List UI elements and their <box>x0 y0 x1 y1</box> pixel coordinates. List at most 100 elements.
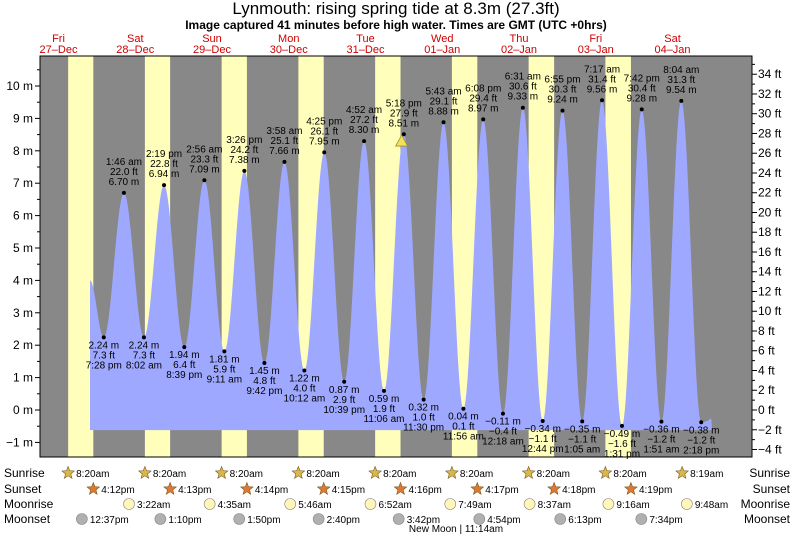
extreme-dot <box>699 420 704 425</box>
left-tick-label: −1 m <box>6 435 33 449</box>
extreme-dot <box>441 120 446 125</box>
left-tick-label: 9 m <box>13 111 33 125</box>
high-m-label: 7.95 m <box>309 136 340 147</box>
day-label-date: 29–Dec <box>193 44 231 56</box>
high-time-label: 2:19 pm <box>146 149 182 160</box>
sunrise-icon <box>137 465 152 479</box>
moonrise-icon <box>203 498 216 510</box>
extreme-dot <box>560 108 565 113</box>
moonset-icon <box>154 513 167 525</box>
sunrise-icon <box>598 465 613 479</box>
extreme-dot <box>639 107 644 112</box>
chart-subtitle: Image captured 41 minutes before high wa… <box>185 18 607 32</box>
day-label-date: 31–Dec <box>347 44 385 56</box>
extreme-dot <box>282 159 287 164</box>
moonset-icon <box>473 513 486 525</box>
extreme-dot <box>520 105 525 110</box>
day-label-date: 28–Dec <box>116 44 154 56</box>
sunrise-row-label-left: Sunrise <box>4 466 45 480</box>
high-m-label: 6.94 m <box>149 169 180 180</box>
high-m-label: 9.24 m <box>547 95 578 106</box>
day-label-dow: Mon <box>278 33 299 45</box>
high-time-label: 4:25 pm <box>306 116 342 127</box>
moonset-time: 2:40pm <box>327 515 360 526</box>
right-tick-label: 34 ft <box>758 67 782 81</box>
low-time-label: 12:18 am <box>482 437 524 448</box>
low-m-label: −0.34 m <box>524 424 560 435</box>
extreme-dot <box>381 388 386 393</box>
sunrise-time: 8:20am <box>537 469 570 480</box>
high-time-label: 6:55 pm <box>544 75 580 86</box>
left-tick-label: 8 m <box>13 144 33 158</box>
left-tick-label: 0 m <box>13 403 33 417</box>
day-label-dow: Thu <box>510 33 529 45</box>
high-ft-label: 23.3 ft <box>190 154 218 165</box>
extreme-dot <box>619 423 624 428</box>
sunrise-time: 8:19am <box>690 469 723 480</box>
extreme-dot <box>421 397 426 402</box>
current-level-marker <box>394 134 409 147</box>
extreme-dot <box>342 379 347 384</box>
moonset-row-label-left: Moonset <box>4 512 51 526</box>
day-label-date: 30–Dec <box>270 44 308 56</box>
extreme-dot <box>101 335 106 340</box>
moonrise-time: 4:35am <box>218 500 251 511</box>
sunset-time: 4:14pm <box>255 485 288 496</box>
high-ft-label: 29.1 ft <box>430 96 458 107</box>
moonrise-row-label-right: Moonrise <box>741 497 791 511</box>
moonrise-time: 9:48am <box>695 500 728 511</box>
tide-area <box>90 100 712 431</box>
high-m-label: 7.38 m <box>229 155 260 166</box>
high-time-label: 5:43 am <box>425 86 461 97</box>
low-time-label: 10:39 pm <box>323 405 365 416</box>
astro-rows: Sunrise Sunrise 8:20am 8:20am 8:20am 8:20am 8:… <box>4 465 791 526</box>
sunset-icon <box>393 481 408 495</box>
day-label-dow: Fri <box>589 33 602 45</box>
left-tick-label: 2 m <box>13 338 33 352</box>
moonrise-icon <box>284 498 297 510</box>
high-m-label: 9.33 m <box>508 92 539 103</box>
sunset-icon <box>470 481 485 495</box>
sunset-icon <box>547 481 562 495</box>
high-time-label: 3:58 am <box>266 126 302 137</box>
high-time-label: 2:56 am <box>186 144 222 155</box>
low-time-label: 9:42 pm <box>246 386 282 397</box>
right-tick-label: 14 ft <box>758 265 782 279</box>
sunset-time: 4:15pm <box>332 485 365 496</box>
low-time-label: 12:44 pm <box>522 444 564 455</box>
sunrise-icon <box>444 465 459 479</box>
day-label-dow: Sat <box>127 33 144 45</box>
low-time-label: 11:30 pm <box>403 423 444 434</box>
low-time-label: 2:18 pm <box>683 445 719 456</box>
high-time-label: 7:17 am <box>584 64 620 75</box>
low-ft-label: 4.0 ft <box>293 383 315 394</box>
high-m-label: 9.28 m <box>626 93 657 104</box>
sunset-row-label-right: Sunset <box>753 482 791 496</box>
low-ft-label: 1.0 ft <box>413 413 435 424</box>
moonrise-time: 5:46am <box>298 500 331 511</box>
right-tick-label: 8 ft <box>758 324 775 338</box>
low-m-label: 0.32 m <box>408 403 439 414</box>
low-m-label: 2.24 m <box>129 340 160 351</box>
low-ft-label: −1.1 ft <box>568 434 596 445</box>
moonrise-time: 9:16am <box>616 500 649 511</box>
low-time-label: 11:56 am <box>443 432 484 443</box>
high-time-label: 6:31 am <box>505 72 541 83</box>
chart-title: Lynmouth: rising spring tide at 8.3m (27… <box>232 0 559 18</box>
high-ft-label: 29.4 ft <box>469 93 497 104</box>
extreme-dot <box>580 419 585 424</box>
sunrise-icon <box>291 465 306 479</box>
moonset-time: 1:50pm <box>247 515 280 526</box>
right-tick-label: 22 ft <box>758 186 782 200</box>
extreme-dot <box>659 419 664 424</box>
low-m-label: 1.81 m <box>209 354 240 365</box>
day-label-dow: Sun <box>202 33 222 45</box>
extreme-dot <box>461 406 466 411</box>
sunset-icon <box>86 481 101 495</box>
moonrise-icon <box>602 498 615 510</box>
high-ft-label: 30.4 ft <box>628 83 656 94</box>
right-tick-label: 6 ft <box>758 344 775 358</box>
right-tick-label: 12 ft <box>758 284 782 298</box>
extreme-dot <box>121 190 126 195</box>
high-ft-label: 30.6 ft <box>509 82 537 93</box>
